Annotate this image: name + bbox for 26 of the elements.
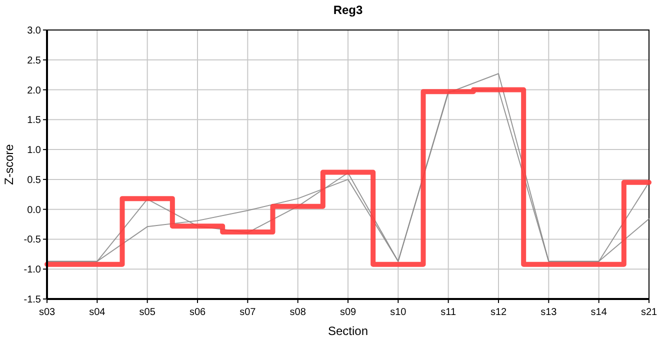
y-tick-label: 3.0 [27,26,42,36]
y-tick-label: 2.5 [27,55,42,66]
x-tick-label: s12 [490,307,507,318]
x-tick-label: s14 [590,307,608,318]
y-tick-label: -1.5 [24,294,42,306]
y-tick-label: 0.0 [27,204,42,216]
y-tick-label: 1.0 [27,145,42,156]
y-tick-label: 2.0 [27,85,42,96]
x-tick-label: s09 [340,307,356,318]
x-tick-label: s06 [189,307,206,318]
x-tick-label: s07 [240,307,256,318]
x-tick-label: s11 [440,307,456,318]
x-tick-label: s10 [390,307,407,318]
y-tick-label: 1.5 [27,115,42,126]
y-tick-label: -0.5 [24,234,42,246]
y-axis-title: Z-score [2,144,16,185]
y-tick-label: -1.0 [24,264,42,276]
x-tick-label: s05 [139,307,156,318]
chart-title: Reg3 [333,3,363,17]
x-tick-label: s13 [540,307,558,318]
x-tick-label: s21 [640,307,658,318]
x-axis-title: Section [328,324,368,338]
x-tick-label: s04 [89,307,106,318]
x-tick-label: s03 [38,307,56,318]
x-tick-label: s08 [290,307,306,318]
y-tick-label: 0.5 [27,174,42,186]
